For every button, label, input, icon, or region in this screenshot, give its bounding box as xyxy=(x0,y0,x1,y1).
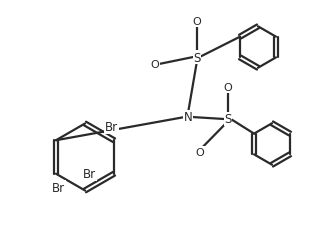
Text: S: S xyxy=(224,113,232,126)
Text: Br: Br xyxy=(83,167,96,180)
Text: S: S xyxy=(193,51,201,64)
Text: Br: Br xyxy=(52,181,65,194)
Text: O: O xyxy=(151,60,160,70)
Text: O: O xyxy=(193,17,201,27)
Text: O: O xyxy=(196,147,204,157)
Text: Br: Br xyxy=(105,121,118,134)
Text: N: N xyxy=(184,111,192,124)
Text: O: O xyxy=(224,83,232,93)
